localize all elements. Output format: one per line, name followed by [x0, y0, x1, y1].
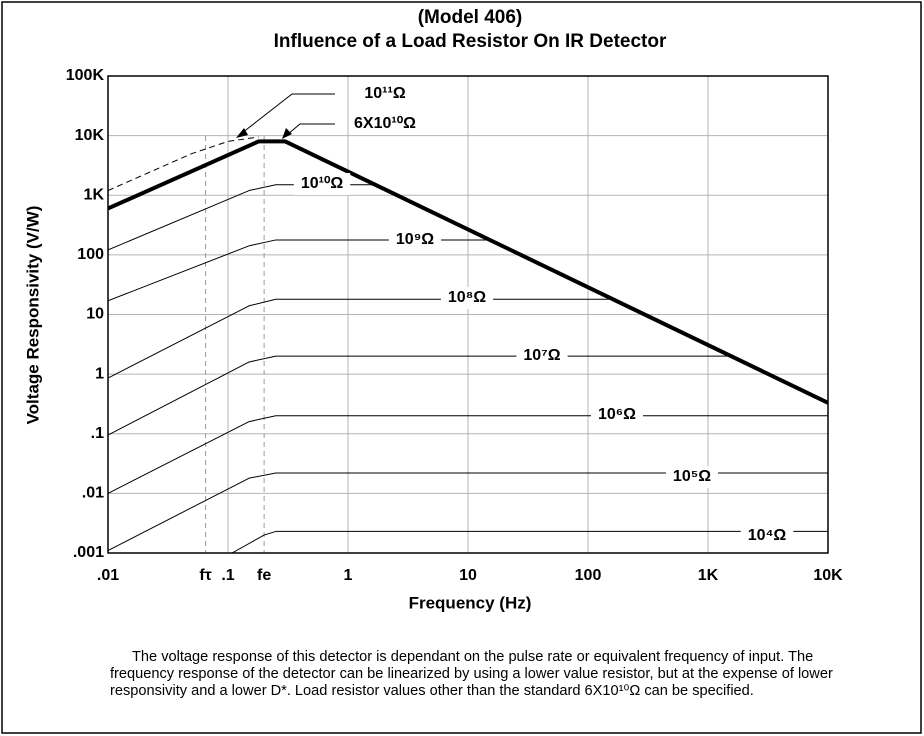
marker-label: fτ	[199, 567, 211, 584]
y-tick-label: 1K	[84, 186, 105, 203]
series-label: 10⁹Ω	[396, 231, 434, 248]
chart-subtitle: Influence of a Load Resistor On IR Detec…	[274, 31, 667, 52]
x-axis-label: Frequency (Hz)	[409, 593, 532, 612]
chart-title: (Model 406)	[418, 7, 523, 28]
series-label: 10⁸Ω	[448, 289, 486, 306]
leader-line	[287, 123, 335, 135]
series-label: 10¹¹Ω	[364, 85, 405, 102]
leader-arrowhead	[282, 128, 292, 139]
series-label: 6X10¹⁰Ω	[354, 115, 416, 132]
label-background	[665, 466, 719, 488]
x-tick-label: 10	[459, 567, 477, 584]
y-tick-label: 10	[86, 306, 104, 323]
series-label: 10⁶Ω	[598, 406, 636, 423]
series-line	[108, 239, 490, 302]
series-line	[108, 136, 259, 191]
series-line	[231, 530, 828, 553]
label-background	[591, 404, 643, 426]
x-tick-label: 1	[344, 567, 353, 584]
y-axis-label: Voltage Responsivity (V/W)	[23, 206, 42, 425]
y-tick-label: 100	[77, 246, 104, 263]
series-label: 10⁵Ω	[673, 468, 711, 485]
marker-label: fe	[257, 567, 271, 584]
x-tick-label: .1	[221, 567, 234, 584]
x-tick-label: 100	[575, 567, 602, 584]
series-line	[108, 472, 828, 551]
series-label: 10⁴Ω	[748, 527, 787, 544]
leader-line	[241, 93, 335, 134]
plot-frame	[107, 75, 829, 554]
label-background	[440, 287, 494, 309]
y-tick-label: 10K	[75, 127, 105, 144]
x-tick-label: 10K	[813, 567, 843, 584]
series-line	[108, 355, 730, 436]
series-label: 10¹⁰Ω	[301, 175, 344, 192]
label-background	[516, 345, 568, 367]
label-background	[740, 525, 794, 547]
series-line	[108, 415, 828, 494]
caption: The voltage response of this detector is…	[110, 649, 833, 699]
y-tick-label: 1	[95, 365, 104, 382]
x-tick-label: 1K	[698, 567, 719, 584]
leader-arrowhead	[236, 128, 248, 138]
x-tick-label: .01	[97, 567, 119, 584]
y-tick-label: .01	[82, 485, 104, 502]
series-line	[108, 139, 828, 405]
label-background	[388, 229, 442, 251]
label-background	[293, 173, 351, 195]
y-tick-label: .1	[91, 425, 104, 442]
y-tick-label: 100K	[66, 67, 105, 84]
y-tick-label: .001	[73, 544, 104, 561]
series-label: 10⁷Ω	[523, 347, 560, 364]
